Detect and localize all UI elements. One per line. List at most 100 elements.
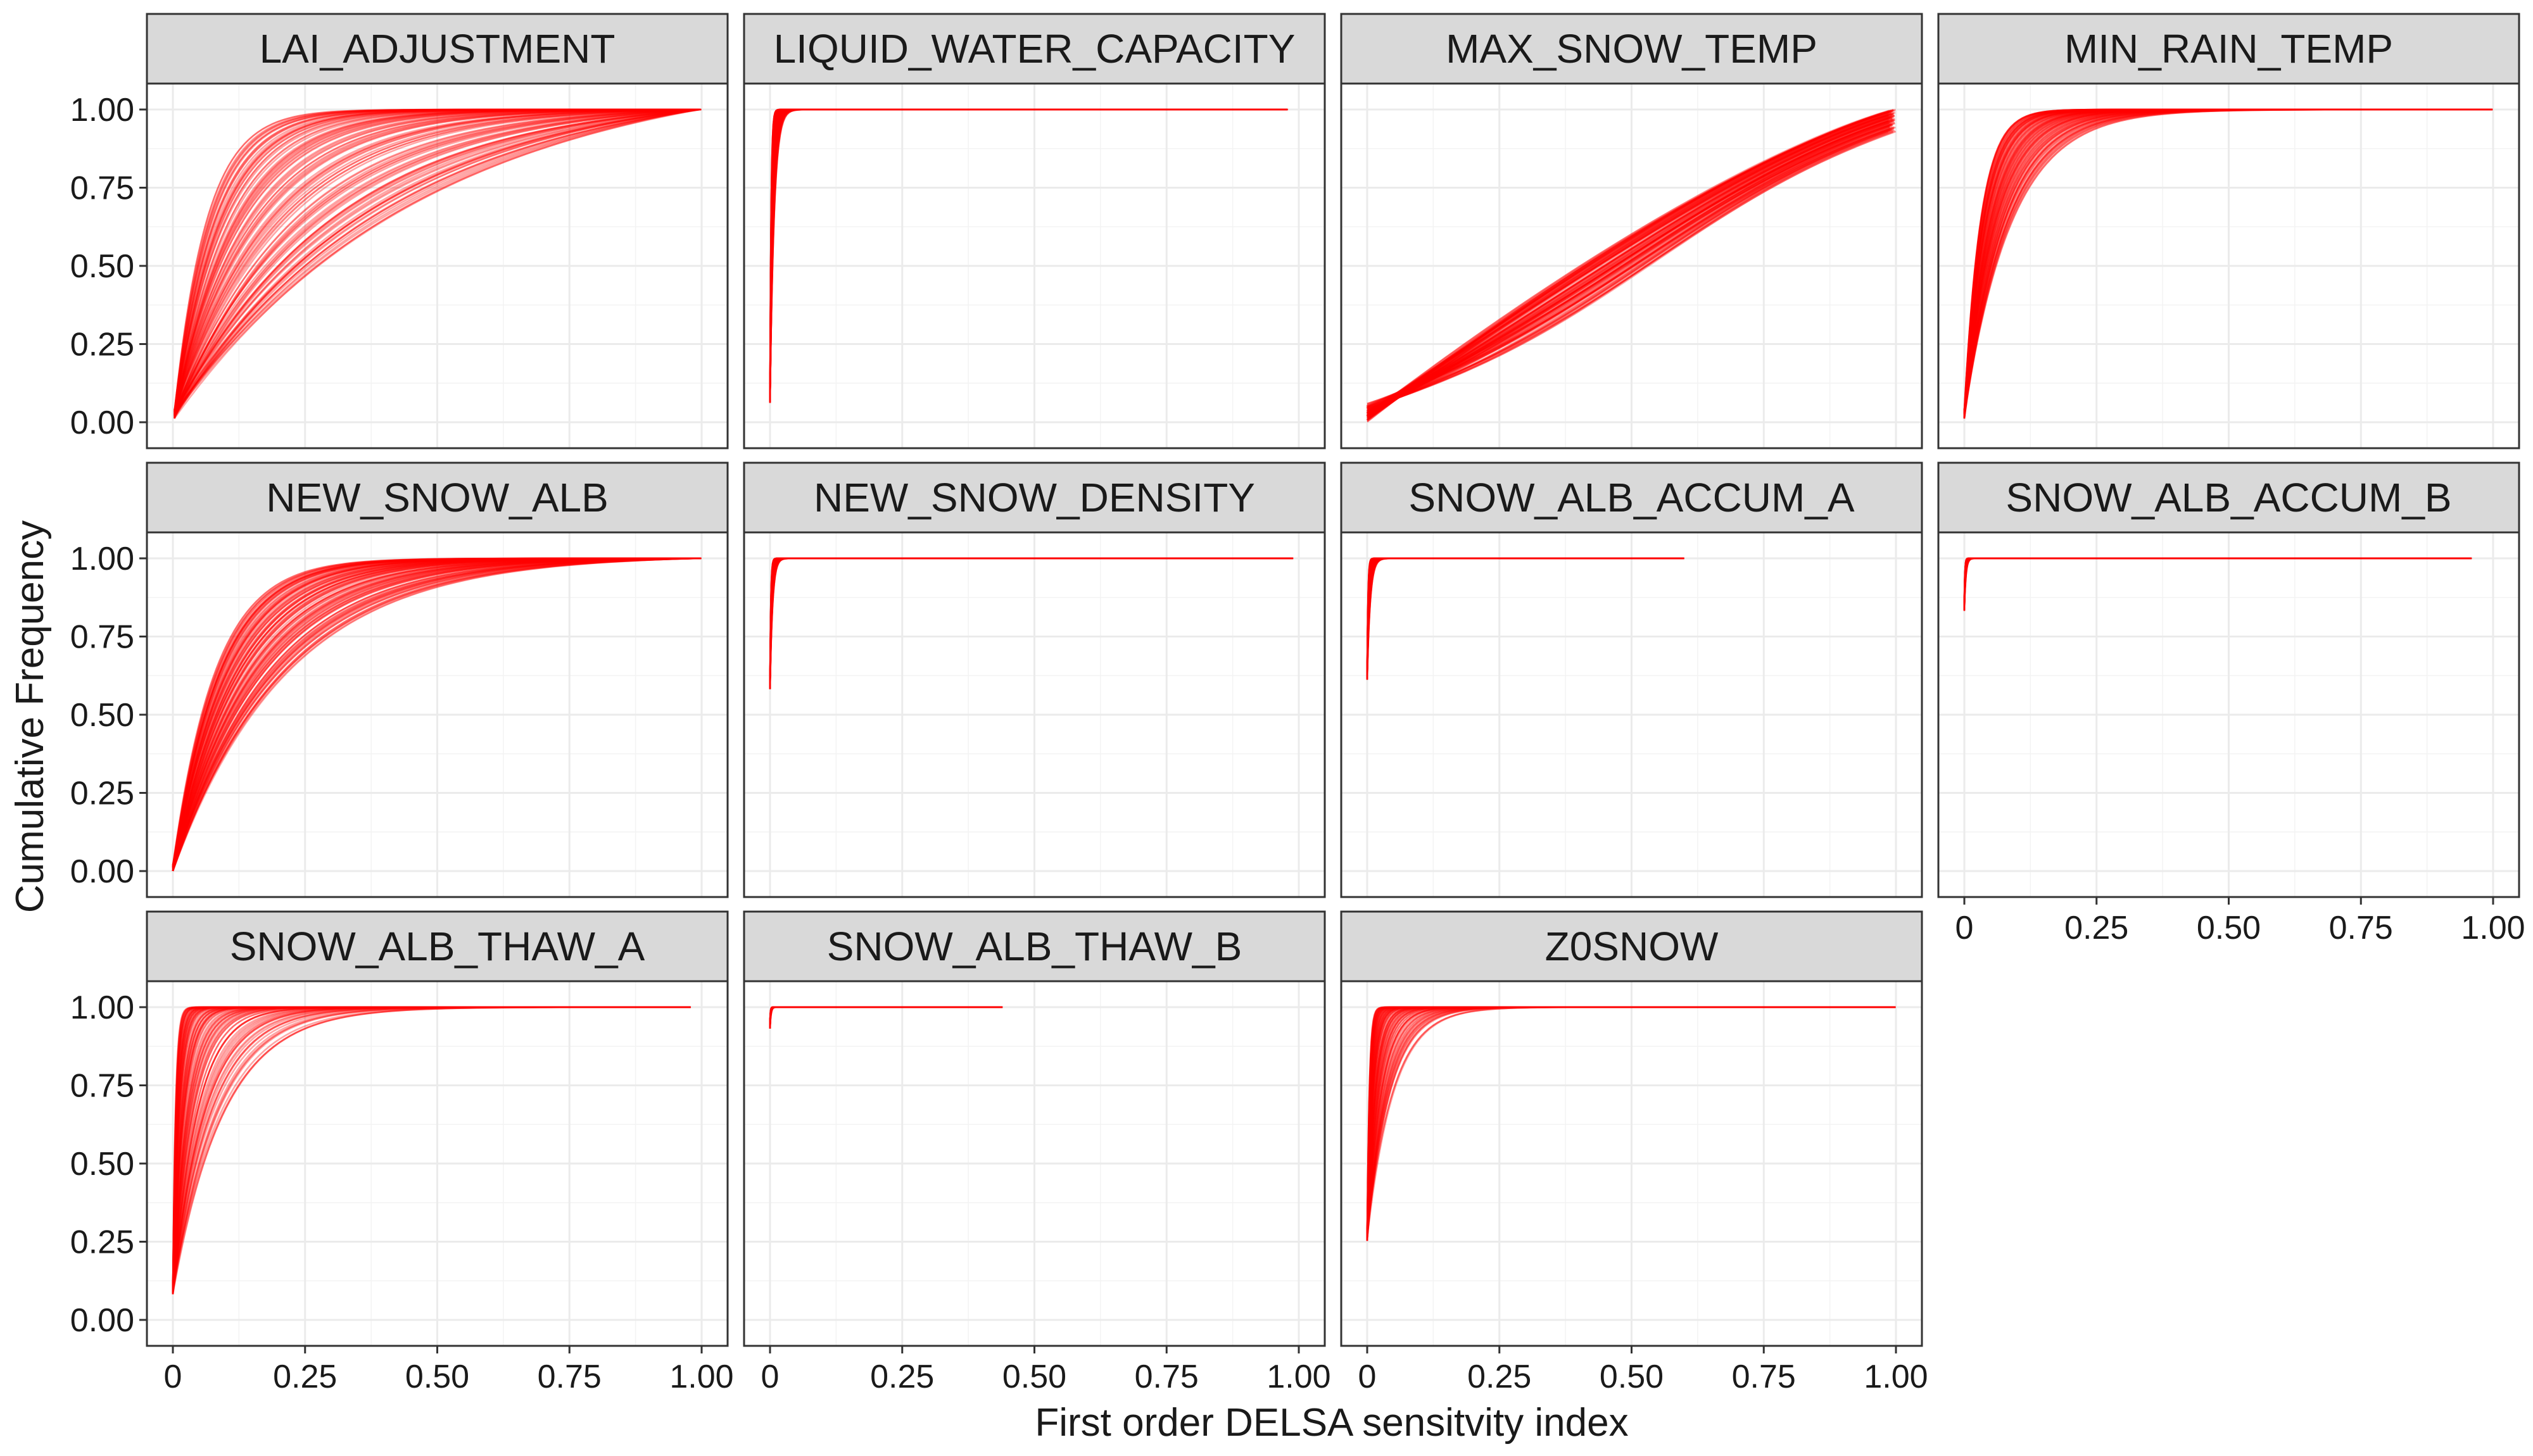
x-tick-label: 0.75 [1135,1359,1199,1395]
cdf-curve [769,557,1291,688]
cdf-curve [769,1006,1003,1029]
cdf-curve [1366,1006,1890,1240]
cdf-curve [1366,1006,1892,1233]
cdf-curve [769,108,1282,394]
cdf-curve [769,557,1290,689]
cdf-curve [174,108,700,417]
cdf-curve [174,108,696,420]
cdf-curve [769,108,1286,396]
cdf-curve [1963,557,2466,610]
cdf-curve [1366,557,1681,672]
cdf-curve [769,1006,1002,1022]
cdf-curve [1963,557,2467,606]
cdf-curve [1366,1006,1896,1240]
cdf-curve [769,108,1281,395]
cdf-curve [1366,557,1682,674]
cdf-curve [1366,1006,1895,1241]
cdf-curve [172,557,701,867]
cdf-curve [1366,1006,1890,1239]
cdf-curve [172,1006,692,1290]
cdf-curve [172,557,700,872]
cdf-curve [1366,113,1892,420]
cdf-curve [769,557,1294,683]
cdf-curve [769,108,1285,394]
cdf-curve [174,108,696,415]
cdf-curve [1366,1006,1890,1234]
y-tick-label: 0.25 [70,1224,134,1261]
x-tick-label: 0.50 [2197,910,2261,946]
cdf-curve [1366,557,1680,674]
cdf-curve [172,557,700,868]
cdf-curve [172,557,698,869]
strip-snow-alb-accum-a [1340,461,1923,534]
cdf-curve [1963,557,2465,611]
cdf-curve [174,108,702,419]
cdf-curve [769,557,1289,682]
cdf-curve [174,108,698,413]
cdf-curve [769,108,1284,396]
cdf-curve [1366,123,1894,408]
cdf-curve [172,557,702,872]
cdf-curve [174,108,699,416]
cdf-curve [769,1006,1002,1025]
cdf-curve [769,557,1287,687]
strip-label-lai-adjustment: LAI_ADJUSTMENT [260,26,616,72]
cdf-curve [172,557,700,872]
cdf-curve [172,1006,685,1288]
cdf-curve [1366,557,1682,673]
curves-snow-alb-thaw-b [769,1006,1003,1029]
cdf-curve [1963,108,2493,414]
cdf-curve [769,108,1285,397]
cdf-curve [769,557,1289,687]
cdf-curve [172,1006,686,1290]
cdf-curve [1963,108,2487,411]
cdf-curve [174,108,701,413]
cdf-curve [172,1006,690,1291]
cdf-curve [1366,1006,1890,1236]
cdf-curve [1366,115,1890,415]
cdf-curve [1366,113,1893,418]
cdf-curve [769,557,1288,684]
cdf-curve [172,557,701,872]
cdf-curve [769,557,1287,684]
cdf-curve [769,1006,1001,1029]
cdf-curve [1366,1006,1891,1241]
cdf-curve [172,1006,690,1288]
cdf-curve [172,557,695,867]
cdf-curve [1366,1006,1891,1234]
cdf-curve [1963,108,2489,418]
cdf-curve [174,108,695,414]
cdf-curve [769,1006,1000,1027]
y-tick-label: 0.50 [70,1146,134,1183]
cdf-curve [172,557,698,868]
cdf-curve [1963,108,2491,414]
curves-new-snow-alb [172,557,702,872]
cdf-curve [174,108,697,415]
cdf-curve [1366,557,1684,671]
cdf-curve [172,1006,687,1286]
cdf-curve [769,1006,1003,1024]
cdf-curve [1963,557,2467,610]
cdf-curve [1366,1006,1894,1233]
cdf-curve [1963,108,2487,411]
cdf-curve [769,1006,1003,1025]
cdf-curve [769,1006,1002,1024]
cdf-curve [1963,557,2469,603]
cdf-curve [1366,557,1684,673]
cdf-curve [172,557,694,870]
cdf-curve [1366,127,1895,408]
cdf-curve [172,557,694,872]
cdf-curve [769,108,1288,394]
cdf-curve [1963,108,2493,413]
cdf-curve [172,1006,690,1290]
cdf-curve [172,1006,688,1295]
cdf-curve [1963,108,2486,418]
cdf-curve [172,557,694,872]
cdf-curve [1366,1006,1893,1236]
cdf-curve [1963,557,2471,605]
cdf-curve [769,557,1293,689]
cdf-curve [1366,126,1890,412]
cdf-curve [1366,557,1683,677]
x-axis-title: First order DELSA sensitvity index [1035,1401,1628,1445]
cdf-curve [1366,557,1684,676]
